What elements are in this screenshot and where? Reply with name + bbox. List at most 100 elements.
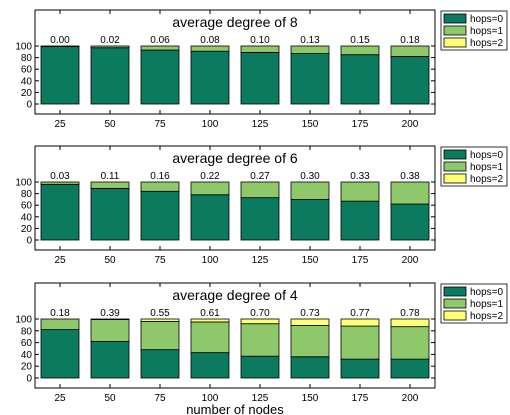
bar-segment-hops-1-25 <box>40 181 80 185</box>
bar-segment-hops-1-75 <box>140 320 180 351</box>
bar-segment-hops-0-175 <box>340 200 380 241</box>
bar-segment-hops-1-75 <box>140 181 180 192</box>
data-label: 0.13 <box>300 35 320 46</box>
bar-segment-hops-0-150 <box>290 356 330 379</box>
bar-segment-hops-1-125 <box>240 45 280 53</box>
legend-entry: hops=1 <box>470 162 504 173</box>
x-tick-label: 150 <box>302 119 319 130</box>
x-tick-label: 50 <box>104 255 116 266</box>
data-label: 0.00 <box>50 35 70 46</box>
data-label: 0.61 <box>200 308 220 319</box>
legend-entry: hops=0 <box>470 14 504 25</box>
bar-segment-hops-2-50 <box>90 318 130 320</box>
y-tick-label: 20 <box>21 224 33 235</box>
bar-segment-hops-0-25 <box>40 329 80 379</box>
data-label: 0.06 <box>150 35 170 46</box>
bar-segment-hops-2-150 <box>290 318 330 326</box>
chart-title: average degree of 6 <box>172 150 298 166</box>
x-tick-label: 200 <box>402 393 419 404</box>
bar-segment-hops-1-175 <box>340 181 380 202</box>
bar-segment-hops-1-50 <box>90 45 130 49</box>
data-label: 0.78 <box>400 308 420 319</box>
x-tick-label: 125 <box>252 393 269 404</box>
x-tick-label: 100 <box>202 119 219 130</box>
legend-entry: hops=1 <box>470 299 504 310</box>
plot-frame <box>34 9 436 115</box>
bar-segment-hops-0-100 <box>190 50 230 105</box>
bar-segment-hops-0-150 <box>290 53 330 105</box>
bar-segment-hops-1-200 <box>390 181 430 205</box>
data-label: 0.02 <box>100 35 120 46</box>
y-tick-label: 80 <box>21 189 33 200</box>
x-tick-label: 175 <box>352 393 369 404</box>
bar-segment-hops-1-150 <box>290 45 330 54</box>
x-tick-label: 125 <box>252 255 269 266</box>
x-tick-label: 75 <box>154 119 166 130</box>
data-label: 0.70 <box>250 308 270 319</box>
y-tick-label: 60 <box>21 65 33 76</box>
bar-segment-hops-2-200 <box>390 318 430 328</box>
y-tick-label: 40 <box>21 212 33 223</box>
data-label: 0.39 <box>100 308 120 319</box>
bar-segment-hops-0-175 <box>340 54 380 105</box>
bar-segment-hops-0-50 <box>90 187 130 241</box>
bar-segment-hops-0-175 <box>340 358 380 379</box>
x-tick-label: 75 <box>154 393 166 404</box>
bar-segment-hops-1-100 <box>190 321 230 354</box>
x-tick-label: 125 <box>252 119 269 130</box>
bar-segment-hops-0-25 <box>40 46 80 105</box>
x-tick-label: 175 <box>352 255 369 266</box>
x-tick-label: 75 <box>154 255 166 266</box>
bar-segment-hops-1-125 <box>240 181 280 199</box>
plot-frame <box>34 282 436 389</box>
x-tick-label: 150 <box>302 393 319 404</box>
y-tick-label: 0 <box>26 100 32 111</box>
bar-segment-hops-0-125 <box>240 197 280 241</box>
x-tick-label: 200 <box>402 255 419 266</box>
bar-segment-hops-1-150 <box>290 325 330 358</box>
bar-segment-hops-1-50 <box>90 319 130 342</box>
bar-segment-hops-1-75 <box>140 45 180 51</box>
y-tick-label: 40 <box>21 350 33 361</box>
x-tick-label: 25 <box>54 119 66 130</box>
plot-frame <box>34 145 436 251</box>
legend-entry: hops=1 <box>470 26 504 37</box>
legend-entry: hops=0 <box>470 150 504 161</box>
y-tick-label: 60 <box>21 338 33 349</box>
bar-segment-hops-2-75 <box>140 318 180 322</box>
y-tick-label: 20 <box>21 88 33 99</box>
bar-segment-hops-1-200 <box>390 326 430 360</box>
data-label: 0.03 <box>50 171 70 182</box>
y-tick-label: 80 <box>21 53 33 64</box>
y-tick-label: 100 <box>15 178 32 189</box>
bar-segment-hops-0-200 <box>390 56 430 105</box>
bar-segment-hops-1-175 <box>340 325 380 360</box>
data-label: 0.16 <box>150 171 170 182</box>
bar-segment-hops-0-50 <box>90 47 130 105</box>
data-label: 0.08 <box>200 35 220 46</box>
bar-segment-hops-0-125 <box>240 51 280 105</box>
data-label: 0.15 <box>350 35 370 46</box>
legend-swatch <box>443 13 467 24</box>
y-tick-label: 80 <box>21 326 33 337</box>
y-tick-label: 100 <box>15 315 32 326</box>
bar-segment-hops-1-125 <box>240 323 280 357</box>
x-tick-label: 150 <box>302 255 319 266</box>
x-axis-label: number of nodes <box>186 402 284 415</box>
x-tick-label: 175 <box>352 119 369 130</box>
chart-title: average degree of 4 <box>172 287 298 303</box>
x-tick-label: 25 <box>54 255 66 266</box>
bar-segment-hops-0-25 <box>40 183 80 241</box>
legend-swatch <box>443 25 467 36</box>
y-tick-label: 40 <box>21 76 33 87</box>
legend-swatch <box>443 286 467 297</box>
legend-entry: hops=2 <box>470 38 504 49</box>
bar-segment-hops-0-100 <box>190 352 230 379</box>
bar-segment-hops-0-125 <box>240 355 280 379</box>
x-tick-label: 25 <box>54 393 66 404</box>
y-tick-label: 20 <box>21 362 33 373</box>
x-tick-label: 50 <box>104 393 116 404</box>
